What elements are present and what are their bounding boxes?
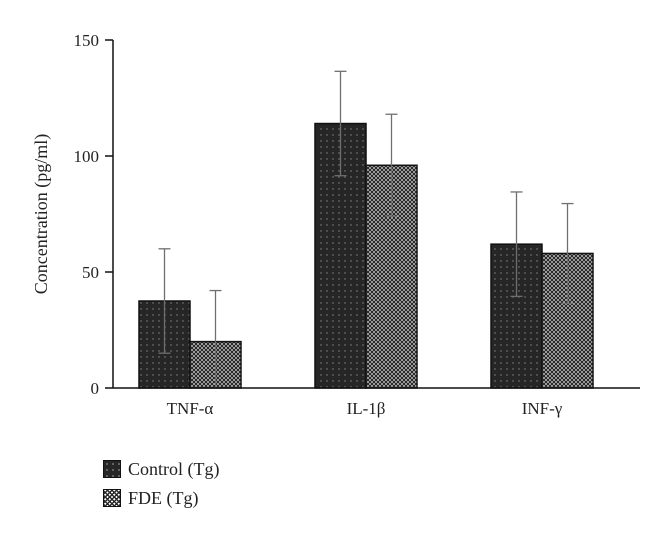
bar-chart: 0 50 100 150 TNF-α IL-1β INF-γ Concentration … <box>31 31 640 418</box>
y-ticks-layer: 0 50 100 150 <box>74 31 113 398</box>
legend-label-control: Control (Tg) <box>128 458 220 479</box>
legend-swatch-fde <box>103 489 121 507</box>
legend: Control (Tg) FDE (Tg) <box>103 456 220 514</box>
y-tick-label: 100 <box>74 147 100 166</box>
y-axis-label: Concentration (pg/ml) <box>31 134 52 294</box>
x-tick-labels-layer: TNF-α IL-1β INF-γ <box>167 399 563 418</box>
axes-layer <box>112 40 640 389</box>
y-tick-label: 0 <box>91 379 100 398</box>
error-bar-control-1 <box>334 70 347 177</box>
x-tick-label: TNF-α <box>167 399 214 418</box>
x-tick-label: IL-1β <box>347 399 386 418</box>
error-bar-fde-1 <box>385 113 398 217</box>
error-bar-control-2 <box>510 191 523 298</box>
legend-label-fde: FDE (Tg) <box>128 487 199 508</box>
legend-item-control: Control (Tg) <box>103 456 220 482</box>
legend-swatch-control <box>103 460 121 478</box>
error-bar-control-0 <box>158 248 171 354</box>
error-bar-fde-2 <box>561 202 574 304</box>
legend-item-fde: FDE (Tg) <box>103 485 220 511</box>
y-tick-label: 50 <box>82 263 99 282</box>
x-tick-label: INF-γ <box>522 399 563 418</box>
error-bars-layer <box>158 70 574 389</box>
bars-layer <box>138 122 594 389</box>
y-tick-label: 150 <box>74 31 100 50</box>
bar-fde-1 <box>365 164 418 389</box>
